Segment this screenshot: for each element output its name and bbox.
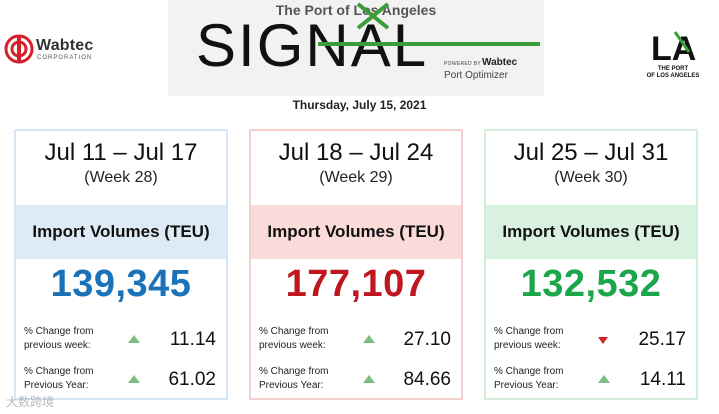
wabtec-logo: Wabtec CORPORATION xyxy=(4,34,114,64)
stat-week-change: % Change from previous week: 25.17 xyxy=(494,323,688,359)
banner-port-title: The Port of Los Angeles xyxy=(275,2,437,18)
signal-x-accent-icon xyxy=(318,2,540,46)
banner-powered-brand: Wabtec xyxy=(482,57,518,68)
port-la-logo-text: THE PORT OF LOS ANGELES xyxy=(645,66,701,80)
arrow-up-icon xyxy=(598,375,610,383)
port-la-logo-mark: LA xyxy=(651,30,696,66)
stat-label: % Change from Previous Year: xyxy=(24,366,94,391)
week-range: Jul 11 – Jul 17 xyxy=(44,139,198,166)
arrow-down-icon xyxy=(598,337,608,344)
stat-value: 14.11 xyxy=(639,369,686,390)
stat-value: 27.10 xyxy=(403,329,451,350)
port-la-logo: LA THE PORT OF LOS ANGELES xyxy=(645,26,705,82)
metric-header: Import Volumes (TEU) xyxy=(251,205,461,259)
stat-year-change: % Change from Previous Year: 14.11 xyxy=(494,363,688,399)
arrow-up-icon xyxy=(363,335,375,343)
report-date: Thursday, July 15, 2021 xyxy=(292,98,427,112)
week-range: Jul 25 – Jul 31 xyxy=(513,139,669,166)
signal-banner: The Port of Los Angeles SIGNAL POWERED B… xyxy=(168,0,544,96)
stat-label: % Change from Previous Year: xyxy=(259,366,329,391)
wabtec-logo-subtitle: CORPORATION xyxy=(37,55,93,61)
week-number: (Week 30) xyxy=(554,169,628,186)
import-volume-value: 132,532 xyxy=(520,263,662,305)
metric-header: Import Volumes (TEU) xyxy=(16,205,226,259)
week-range: Jul 18 – Jul 24 xyxy=(278,139,434,166)
stat-year-change: % Change from Previous Year: 84.66 xyxy=(259,363,453,399)
week-number: (Week 28) xyxy=(84,169,158,186)
stat-label: % Change from Previous Year: xyxy=(494,366,564,391)
arrow-up-icon xyxy=(363,375,375,383)
week-card-2: Jul 18 – Jul 24 (Week 29) Import Volumes… xyxy=(249,129,463,400)
week-number: (Week 29) xyxy=(319,169,393,186)
wabtec-logo-icon xyxy=(4,34,34,64)
import-volume-value: 177,107 xyxy=(285,263,427,305)
stat-value: 11.14 xyxy=(169,329,216,350)
banner-product: Port Optimizer xyxy=(444,70,508,81)
arrow-up-icon xyxy=(128,335,140,343)
stat-value: 61.02 xyxy=(168,369,216,390)
stat-week-change: % Change from previous week: 27.10 xyxy=(259,323,453,359)
stat-label: % Change from previous week: xyxy=(259,326,329,351)
stat-value: 84.66 xyxy=(403,369,451,390)
stat-year-change: % Change from Previous Year: 61.02 xyxy=(24,363,218,399)
stat-label: % Change from previous week: xyxy=(24,326,94,351)
port-la-logo-icon: LA xyxy=(651,30,696,68)
stat-label: % Change from previous week: xyxy=(494,326,564,351)
week-card-3: Jul 25 – Jul 31 (Week 30) Import Volumes… xyxy=(484,129,698,400)
stat-week-change: % Change from previous week: 11.14 xyxy=(24,323,218,359)
port-la-logo-line2: OF LOS ANGELES xyxy=(646,73,700,79)
arrow-up-icon xyxy=(128,375,140,383)
import-volume-value: 139,345 xyxy=(50,263,192,305)
week-card-1: Jul 11 – Jul 17 (Week 28) Import Volumes… xyxy=(14,129,228,400)
banner-powered-by: POWERED BY xyxy=(444,61,481,67)
stat-value: 25.17 xyxy=(638,329,686,350)
watermark: 大数跨境 xyxy=(6,395,55,409)
port-la-logo-line1: THE PORT xyxy=(657,66,689,72)
wabtec-logo-name: Wabtec xyxy=(36,37,94,54)
metric-header: Import Volumes (TEU) xyxy=(486,205,696,259)
